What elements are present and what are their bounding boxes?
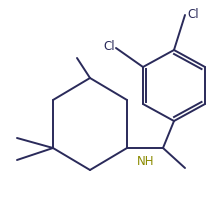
Text: NH: NH bbox=[137, 155, 155, 168]
Text: Cl: Cl bbox=[187, 9, 199, 21]
Text: Cl: Cl bbox=[103, 41, 115, 53]
